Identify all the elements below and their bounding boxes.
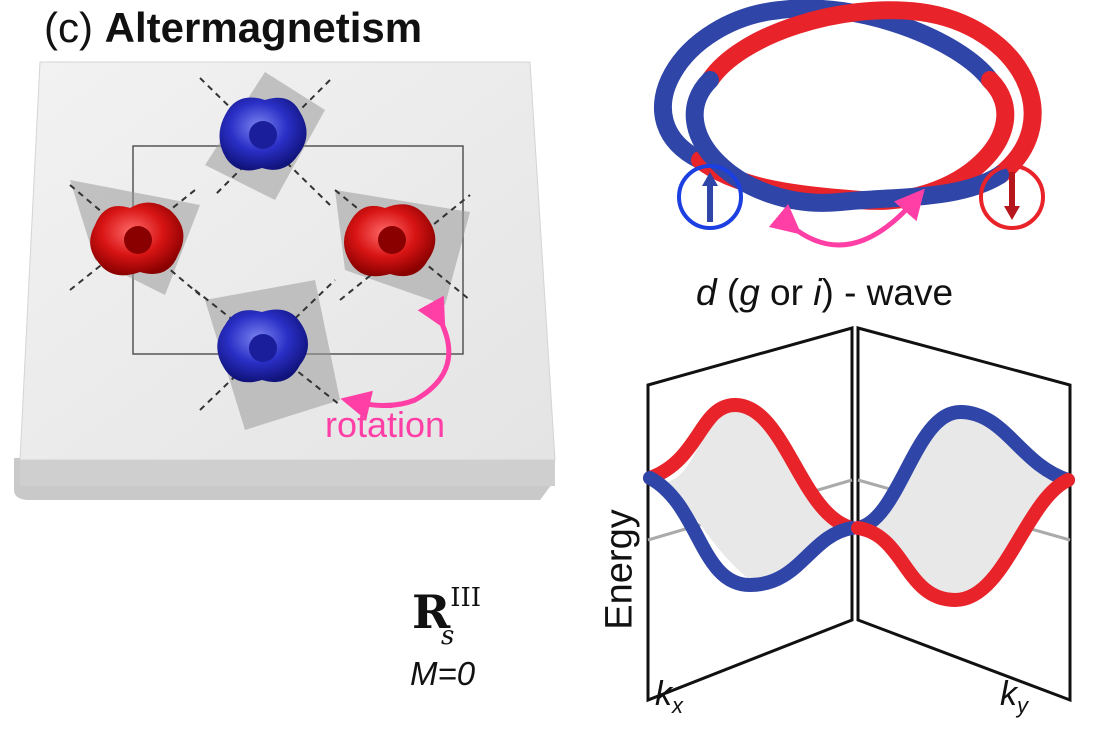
blue-moment-bottom xyxy=(217,309,308,383)
rotation-arrow xyxy=(340,295,452,420)
band-right-blue xyxy=(851,404,1075,535)
band-right-red xyxy=(851,473,1075,608)
rotation-label: rotation xyxy=(325,404,446,445)
red-moment-left xyxy=(90,202,184,276)
ky-sub: y xyxy=(1017,692,1028,718)
wave-g: g xyxy=(739,272,760,313)
wave-d: d xyxy=(696,272,717,313)
wave-close: ) - wave xyxy=(821,272,954,313)
panel-title: (c) Altermagnetism xyxy=(44,4,422,52)
ky-label: ky xyxy=(1000,675,1028,719)
spin-rings xyxy=(653,0,1042,212)
spin-down-marker xyxy=(979,164,1045,230)
band-panels xyxy=(646,326,1072,703)
panel-tag: (c) xyxy=(44,4,93,51)
wave-or: or xyxy=(759,272,814,313)
wave-caption: d (g or i) - wave xyxy=(696,272,953,314)
band-left-blue xyxy=(643,471,859,593)
spin-up-marker xyxy=(677,164,743,230)
kx-k: k xyxy=(655,675,672,713)
spin-group-symbol: RIII s xyxy=(412,582,494,652)
net-magnetization: M=0 xyxy=(410,655,476,692)
band-left-red xyxy=(643,397,859,535)
blue-moment-top xyxy=(219,97,307,171)
energy-axis-label: Energy xyxy=(598,509,641,630)
wave-i: i xyxy=(813,272,822,313)
band-curves xyxy=(643,397,1075,608)
spin-exchange-arrow xyxy=(768,188,925,248)
red-moment-right xyxy=(344,204,436,277)
panel-heading: Altermagnetism xyxy=(104,4,423,51)
symbol-subscript: s xyxy=(441,621,455,652)
symbol-superscript: III xyxy=(450,582,482,613)
symbol-main: R xyxy=(412,585,451,639)
kx-label: kx xyxy=(655,675,683,719)
ky-k: k xyxy=(1000,675,1017,713)
kx-sub: x xyxy=(672,692,683,718)
wave-open: ( xyxy=(716,272,740,313)
